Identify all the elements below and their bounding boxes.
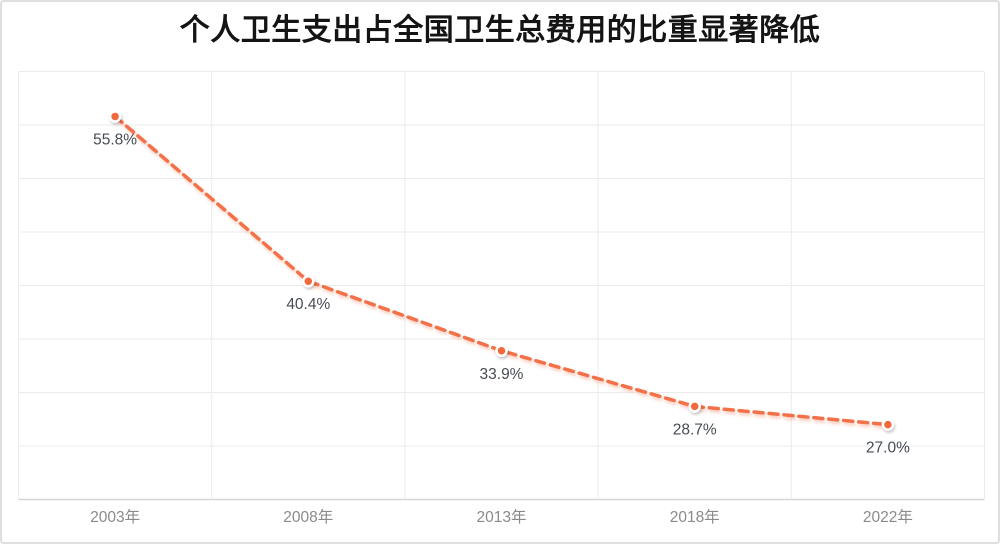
x-axis-tick-label: 2013年 (477, 508, 527, 526)
data-point-marker (688, 400, 701, 413)
data-point-label: 28.7% (673, 421, 717, 438)
x-axis-tick-label: 2003年 (90, 508, 140, 526)
x-axis-tick-label: 2008年 (283, 508, 333, 526)
data-point-marker (881, 418, 895, 431)
data-point-marker (495, 344, 508, 358)
grid-layer (18, 71, 985, 501)
data-point-label: 27.0% (866, 440, 910, 457)
x-axis-tick-label: 2018年 (670, 508, 720, 526)
x-axis-tick-label: 2022年 (863, 508, 913, 526)
data-point-marker (108, 110, 122, 123)
data-point-label: 55.8% (93, 131, 137, 148)
data-point-label: 40.4% (286, 296, 330, 313)
data-point-label: 33.9% (480, 366, 524, 383)
data-point-marker (302, 274, 315, 288)
chart-title: 个人卫生支出占全国卫生总费用的比重显著降低 (179, 14, 821, 47)
series-layer (108, 110, 895, 431)
label-layer: 55.8% 2003年 40.4% 2008年 33.9% 2013年 28.7% 2018年… (90, 131, 913, 526)
